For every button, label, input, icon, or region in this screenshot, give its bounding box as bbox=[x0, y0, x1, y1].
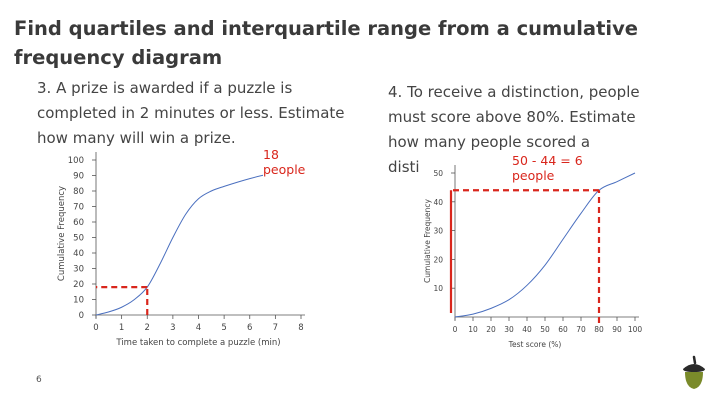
cumulative-frequency-curve bbox=[95, 165, 302, 316]
x-axis-label: Test score (%) bbox=[508, 340, 562, 349]
x-tick-label: 3 bbox=[170, 323, 175, 333]
y-tick-label: 90 bbox=[73, 172, 84, 182]
x-tick-label: 50 bbox=[540, 325, 550, 334]
x-tick-label: 20 bbox=[486, 325, 496, 334]
x-tick-label: 1 bbox=[119, 323, 124, 333]
answer-value: 18 bbox=[263, 147, 279, 162]
y-tick-label: 60 bbox=[73, 218, 84, 228]
answer-annotation-q3: 18 people bbox=[263, 147, 306, 177]
question-4-line-1: 4. To receive a distinction, people bbox=[388, 83, 640, 101]
y-tick-label: 20 bbox=[73, 280, 84, 290]
y-tick-label: 40 bbox=[433, 198, 443, 207]
y-tick-label: 30 bbox=[433, 227, 443, 236]
question-4-line-4: disti bbox=[388, 158, 420, 176]
question-4-line-2: must score above 80%. Estimate bbox=[388, 108, 636, 126]
x-tick-label: 100 bbox=[628, 325, 643, 334]
y-tick-label: 20 bbox=[433, 255, 443, 264]
answer-annotation-q4: 50 - 44 = 6 people bbox=[512, 153, 583, 183]
y-tick-label: 10 bbox=[73, 296, 84, 306]
x-tick-label: 7 bbox=[273, 323, 278, 333]
page-number: 6 bbox=[36, 375, 42, 385]
y-tick-label: 40 bbox=[73, 249, 84, 259]
x-tick-label: 30 bbox=[504, 325, 514, 334]
question-4: 4. To receive a distinction, people must… bbox=[388, 80, 673, 180]
y-axis-label: Cumulative Frequency bbox=[57, 186, 67, 281]
x-tick-label: 4 bbox=[196, 323, 201, 333]
question-3: 3. A prize is awarded if a puzzle is com… bbox=[37, 79, 345, 147]
acorn-logo-icon bbox=[683, 355, 705, 389]
y-tick-label: 50 bbox=[433, 169, 443, 178]
x-tick-label: 10 bbox=[468, 325, 478, 334]
x-tick-label: 80 bbox=[594, 325, 604, 334]
answer-unit: people bbox=[263, 162, 306, 177]
x-tick-label: 60 bbox=[558, 325, 568, 334]
x-tick-label: 70 bbox=[576, 325, 586, 334]
x-tick-label: 40 bbox=[522, 325, 532, 334]
answer-unit: people bbox=[512, 168, 555, 183]
y-tick-label: 10 bbox=[433, 284, 443, 293]
y-tick-label: 80 bbox=[73, 187, 84, 197]
x-tick-label: 5 bbox=[221, 323, 226, 333]
y-tick-label: 0 bbox=[79, 311, 84, 321]
x-axis-label: Time taken to complete a puzzle (min) bbox=[115, 338, 280, 348]
slide-title: Find quartiles and interquartile range f… bbox=[14, 17, 639, 69]
x-tick-label: 8 bbox=[298, 323, 303, 333]
y-tick-label: 30 bbox=[73, 265, 84, 275]
question-4-line-3: how many people scored a bbox=[388, 133, 591, 151]
x-tick-label: 2 bbox=[145, 323, 150, 333]
x-tick-label: 0 bbox=[93, 323, 98, 333]
y-tick-label: 70 bbox=[73, 203, 84, 213]
cumulative-frequency-curve bbox=[454, 172, 636, 318]
x-tick-label: 90 bbox=[612, 325, 622, 334]
y-tick-label: 50 bbox=[73, 234, 84, 244]
y-tick-label: 100 bbox=[68, 156, 84, 166]
answer-working: 50 - 44 = 6 bbox=[512, 153, 583, 168]
y-axis-label: Cumulative Frequency bbox=[423, 198, 432, 282]
x-tick-label: 6 bbox=[247, 323, 252, 333]
x-tick-label: 0 bbox=[453, 325, 458, 334]
